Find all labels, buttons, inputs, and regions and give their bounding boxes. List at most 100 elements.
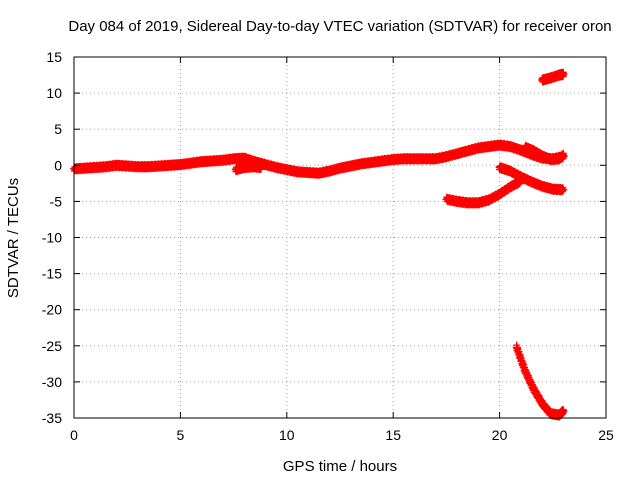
data-point [218, 156, 227, 165]
data-point [336, 164, 344, 173]
data-point [546, 155, 555, 164]
data-point [91, 163, 100, 172]
x-tick-label: 0 [70, 427, 78, 443]
x-tick-label: 20 [492, 427, 508, 443]
y-tick-label: -25 [42, 338, 62, 354]
y-tick-label: -15 [42, 266, 62, 282]
data-point [240, 154, 249, 163]
data-point [442, 152, 451, 161]
data-point [506, 142, 515, 151]
data-point [538, 399, 547, 408]
data-point [208, 156, 217, 165]
data-point [378, 156, 387, 165]
data-point [559, 151, 568, 160]
y-tick-label: -10 [42, 230, 62, 246]
data-point [248, 162, 257, 171]
x-tick-label: 15 [385, 427, 401, 443]
data-point [538, 76, 547, 85]
data-point [495, 163, 504, 172]
data-point [453, 197, 462, 206]
data-point [442, 195, 451, 204]
data-point [463, 198, 472, 207]
series-layer [70, 68, 568, 421]
series-arc-high [538, 68, 568, 86]
data-point [527, 177, 536, 186]
y-tick-label: 15 [46, 49, 62, 65]
data-point [516, 177, 525, 186]
data-point [389, 155, 398, 164]
y-tick-label: 5 [54, 121, 62, 137]
y-tick-label: 10 [46, 85, 62, 101]
data-point [261, 160, 270, 169]
data-point [495, 141, 504, 150]
data-point [555, 154, 564, 163]
series-arc-low [442, 175, 525, 209]
data-point [463, 146, 472, 155]
data-point [559, 70, 568, 79]
data-point [548, 185, 557, 194]
series-arc-deep [512, 341, 568, 421]
y-tick-label: -20 [42, 302, 62, 318]
data-point [506, 182, 515, 191]
series-arc-late-2 [495, 162, 568, 196]
y-tick-label: -30 [42, 374, 62, 390]
x-tick-label: 5 [177, 427, 185, 443]
data-point [165, 161, 174, 170]
series-arc-8h [231, 161, 266, 176]
data-point [176, 160, 185, 169]
data-point [431, 154, 440, 163]
data-point [484, 142, 493, 151]
data-point [529, 146, 538, 155]
data-point [546, 73, 555, 82]
data-point [123, 162, 132, 171]
data-point [197, 157, 206, 166]
y-tick-label: -35 [42, 410, 62, 426]
data-point [112, 161, 121, 170]
data-point [474, 198, 483, 207]
data-point [538, 151, 547, 160]
data-point [101, 162, 110, 171]
data-point [357, 159, 366, 168]
data-point [410, 154, 419, 163]
data-point [231, 165, 240, 174]
data-point [282, 165, 291, 174]
data-point [314, 169, 323, 178]
data-point [80, 164, 89, 173]
data-point [555, 71, 564, 80]
data-point [346, 162, 355, 171]
x-axis-label: GPS time / hours [283, 458, 397, 475]
data-point [559, 185, 568, 194]
chart-title: Day 084 of 2019, Sidereal Day-to-day VTE… [68, 18, 611, 35]
data-point [187, 159, 196, 168]
data-point [529, 385, 538, 394]
data-point [257, 163, 266, 172]
data-point [272, 163, 281, 172]
data-point [474, 143, 483, 152]
data-point [144, 162, 153, 171]
x-tick-label: 25 [598, 427, 614, 443]
data-point [512, 343, 521, 352]
x-axis: 0 5 10 15 20 25 [70, 57, 614, 443]
y-tick-label: 0 [54, 157, 62, 173]
data-point [367, 158, 376, 167]
data-point [240, 163, 249, 172]
data-point [495, 190, 504, 199]
data-point [538, 182, 547, 191]
data-point [546, 409, 555, 418]
data-point [421, 154, 430, 163]
data-point [325, 167, 334, 176]
data-point [453, 149, 462, 158]
data-point [229, 154, 238, 163]
data-point [521, 143, 530, 152]
data-point [399, 154, 408, 163]
data-point [559, 406, 568, 415]
data-point [521, 367, 530, 376]
data-point [293, 167, 302, 176]
data-point [506, 167, 515, 176]
data-point [304, 168, 313, 177]
series-arc-late-1 [521, 141, 568, 166]
data-point [133, 162, 142, 171]
data-point [484, 195, 493, 204]
